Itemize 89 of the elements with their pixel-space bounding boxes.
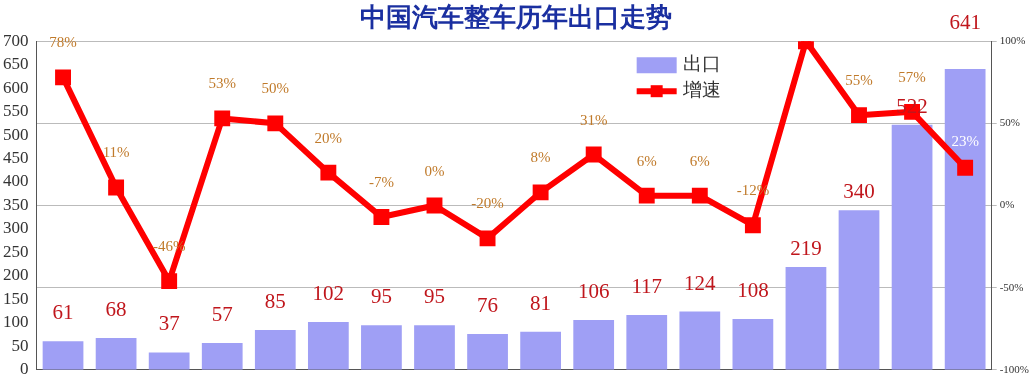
bar: [838, 210, 880, 370]
bar: [626, 314, 668, 370]
data-label: 106: [577, 279, 610, 304]
y-tick-label: 700: [3, 30, 29, 50]
data-label: 81: [530, 290, 552, 315]
bar: [414, 325, 455, 370]
y-tick-label: 350: [3, 194, 29, 214]
data-label: 50%: [261, 80, 290, 97]
data-label: 340: [843, 179, 875, 204]
y-tick-label: 150: [3, 288, 29, 308]
data-label: -20%: [471, 195, 504, 212]
point: [108, 179, 125, 196]
point: [320, 164, 337, 181]
point: [851, 107, 867, 124]
data-label: 31%: [579, 111, 608, 128]
point: [267, 115, 284, 132]
data-label: 57: [211, 302, 233, 327]
data-label: 0%: [424, 162, 445, 179]
data-label: 37: [158, 311, 180, 336]
data-label: 219: [790, 236, 822, 260]
y-tick-label: 600: [3, 77, 29, 97]
data-label: 102: [312, 280, 345, 305]
y-tick-label: 650: [3, 54, 29, 74]
y-tick-label: 250: [3, 241, 29, 261]
data-label: 95: [370, 284, 392, 309]
data-label: 61: [52, 300, 74, 325]
data-label: 117: [631, 273, 663, 298]
bar: [361, 325, 402, 370]
point: [691, 187, 708, 204]
data-label: 53%: [208, 75, 236, 92]
point: [55, 69, 71, 86]
bar: [42, 341, 84, 370]
bar: [201, 343, 243, 370]
point: [479, 230, 496, 247]
point: [373, 209, 390, 225]
data-label: 6%: [636, 152, 657, 169]
y2-tick-label: -100%: [999, 362, 1029, 375]
y-tick-label: 500: [3, 124, 29, 144]
data-label: 76: [477, 293, 499, 318]
bar: [467, 334, 508, 370]
y-tick-label: 100: [3, 312, 29, 332]
y-tick-label: 50: [11, 335, 29, 355]
data-label: 78%: [49, 34, 77, 51]
y-tick-label: 0: [20, 359, 29, 379]
data-label: 23%: [951, 132, 979, 149]
legend-label: 出口: [682, 52, 721, 75]
data-label: 68: [105, 296, 127, 321]
chart-title: 中国汽车整车历年出口走势: [360, 2, 672, 33]
data-label: 11%: [102, 144, 130, 161]
y-tick-label: 550: [3, 101, 29, 121]
y2-tick-label: 0%: [999, 198, 1015, 211]
data-label: 108: [737, 278, 769, 303]
bar: [573, 320, 615, 370]
point: [585, 146, 602, 163]
bar: [891, 124, 933, 370]
data-label: 55%: [845, 72, 873, 89]
point: [532, 184, 549, 201]
data-label: -7%: [368, 174, 394, 190]
y-tick-label: 200: [3, 265, 29, 285]
bar: [520, 331, 561, 370]
bar: [785, 267, 827, 370]
point: [957, 159, 974, 176]
legend-label: 增速: [681, 78, 721, 101]
data-label: 20%: [314, 129, 343, 146]
y2-tick-label: 100%: [999, 34, 1026, 47]
y-tick-label: 400: [3, 171, 29, 191]
point: [161, 273, 178, 290]
point: [214, 110, 231, 127]
bar: [254, 329, 296, 370]
point: [426, 197, 443, 214]
point: [744, 217, 761, 234]
data-label: 8%: [530, 149, 551, 166]
y-tick-label: 450: [3, 148, 29, 168]
bar: [944, 68, 986, 370]
data-label: 85: [264, 288, 286, 313]
bar: [307, 321, 349, 370]
bar: [95, 337, 137, 370]
data-label: 641: [949, 9, 981, 34]
bar: [732, 319, 774, 370]
bar: [148, 352, 190, 370]
y2-tick-label: 50%: [999, 116, 1020, 129]
data-label: 57%: [898, 68, 926, 85]
y-tick-label: 300: [3, 218, 29, 238]
data-label: 6%: [689, 152, 710, 169]
data-label: 124: [684, 270, 717, 295]
point: [638, 187, 655, 204]
bar: [679, 311, 721, 370]
data-label: 95: [423, 284, 445, 309]
y2-tick-label: -50%: [999, 280, 1024, 293]
